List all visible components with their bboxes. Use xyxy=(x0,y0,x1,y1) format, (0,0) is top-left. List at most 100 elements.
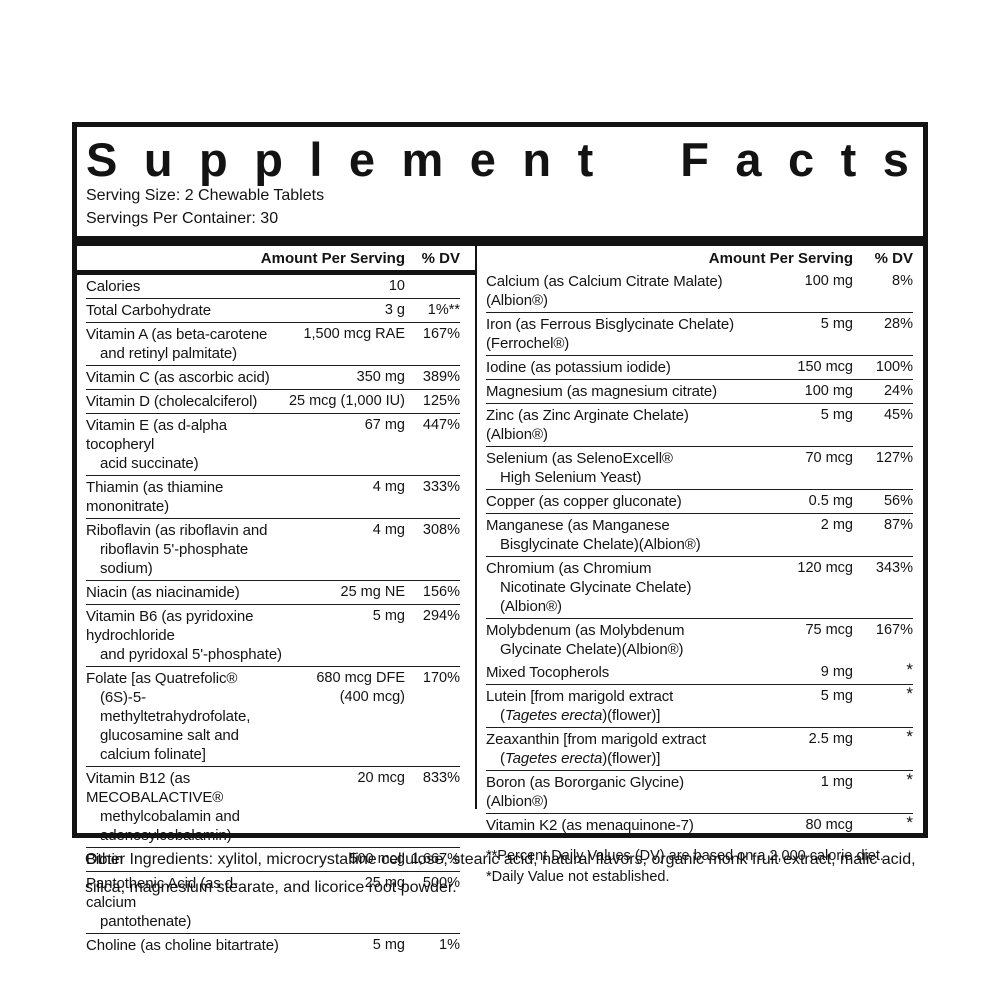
nutrient-row: Vitamin B12 (as MECOBALACTIVE® methylcoba… xyxy=(86,766,460,847)
nutrient-amount: 5 mg xyxy=(372,608,405,624)
nutrient-name: Choline (as choline bitartrate) xyxy=(86,937,279,954)
nutrient-amount: 5 mg xyxy=(372,937,405,953)
nutrient-dv: 24% xyxy=(883,383,913,399)
nutrient-dv: 333% xyxy=(422,479,460,495)
nutrient-amount: 680 mcg DFE (400 mcg) xyxy=(316,670,405,705)
nutrient-name: Iodine (as potassium iodide) xyxy=(486,359,671,376)
dv-header: % DV xyxy=(874,250,913,267)
nutrient-dv: * xyxy=(906,727,913,746)
nutrient-amount: 350 mg xyxy=(356,369,405,385)
amount-per-serving-header: Amount Per Serving xyxy=(708,250,853,267)
nutrient-amount: 25 mg NE xyxy=(340,584,405,600)
nutrient-dv: * xyxy=(906,660,913,679)
nutrient-row: Lutein [from marigold extract (Tagetes er… xyxy=(486,684,913,727)
nutrient-row: Magnesium (as magnesium citrate) 100 mg 24… xyxy=(486,379,913,403)
nutrient-amount: 120 mcg xyxy=(797,560,853,576)
nutrient-row: Vitamin D (cholecalciferol) 25 mcg (1,000… xyxy=(86,389,460,413)
nutrient-dv: 125% xyxy=(422,393,460,409)
nutrient-name: Biotin xyxy=(86,851,123,868)
nutrient-dv: 167% xyxy=(875,622,913,638)
right-rows-other-nutrients: Mixed Tocopherols 9 mg * Lutein [from marig… xyxy=(486,661,913,837)
nutrient-amount: 2.5 mg xyxy=(808,731,853,747)
nutrient-name: Zeaxanthin [from marigold extract (Tagete… xyxy=(486,731,707,767)
nutrient-row: Copper (as copper gluconate) 0.5 mg 56% xyxy=(486,489,913,513)
nutrient-amount: 9 mg xyxy=(820,664,853,680)
nutrient-row: Vitamin B6 (as pyridoxine hydrochloride a… xyxy=(86,604,460,666)
nutrient-dv: 1% xyxy=(439,937,460,953)
other-ingredients: Other Ingredients: xylitol, microcrystal… xyxy=(85,851,916,896)
nutrient-dv: 447% xyxy=(422,417,460,433)
nutrient-row: Zinc (as Zinc Arginate Chelate)(Albion®)… xyxy=(486,403,913,446)
nutrient-name: Zinc (as Zinc Arginate Chelate)(Albion®) xyxy=(486,407,689,443)
right-rows-minerals: Calcium (as Calcium Citrate Malate)(Albi… xyxy=(486,270,913,661)
nutrient-name: Total Carbohydrate xyxy=(86,302,211,319)
nutrient-row: Molybdenum (as Molybdenum Glycinate Chela… xyxy=(486,618,913,661)
nutrient-amount: 5 mg xyxy=(820,407,853,423)
nutrient-row: Total Carbohydrate 3 g 1%** xyxy=(86,298,460,322)
nutrient-name: Mixed Tocopherols xyxy=(486,664,610,681)
nutrient-dv: 127% xyxy=(875,450,913,466)
nutrient-amount: 500 mcg xyxy=(349,851,405,867)
nutrient-name: Vitamin E (as d-alpha tocopheryl acid suc… xyxy=(86,417,228,472)
nutrient-dv: 45% xyxy=(883,407,913,423)
nutrient-name: Vitamin K2 (as menaquinone-7) xyxy=(486,817,694,834)
left-rows: Calories 10 Total Carbohydrate 3 g 1%** Vitam… xyxy=(86,275,460,957)
nutrient-amount: 25 mcg (1,000 IU) xyxy=(288,393,405,409)
nutrient-amount: 4 mg xyxy=(372,479,405,495)
nutrient-dv: 28% xyxy=(883,316,913,332)
footnote-percent-dv: **Percent Daily Values (DV) are based on… xyxy=(486,848,884,864)
left-column: Amount Per Serving % DV Calories 10 Total … xyxy=(77,246,475,954)
nutrient-dv: 170% xyxy=(422,670,460,686)
servings-per-container-line: Servings Per Container: 30 xyxy=(86,210,279,227)
nutrient-dv: * xyxy=(906,813,913,832)
nutrient-amount: 3 g xyxy=(384,302,405,318)
nutrient-name: Lutein [from marigold extract (Tagetes er… xyxy=(486,688,674,724)
nutrient-row: Mixed Tocopherols 9 mg * xyxy=(486,661,913,684)
footnote-dv-not-established: *Daily Value not established. xyxy=(486,869,670,885)
nutrient-name: Vitamin D (cholecalciferol) xyxy=(86,393,258,410)
left-column-header: Amount Per Serving % DV xyxy=(86,246,460,270)
nutrient-name: Niacin (as niacinamide) xyxy=(86,584,240,601)
nutrient-amount: 80 mcg xyxy=(805,817,853,833)
column-divider xyxy=(475,246,477,809)
nutrient-name: Vitamin B12 (as MECOBALACTIVE® methylcoba… xyxy=(86,770,240,844)
right-column: Amount Per Serving % DV Calcium (as Calc… xyxy=(477,246,923,885)
nutrient-dv: 389% xyxy=(422,369,460,385)
nutrient-amount: 2 mg xyxy=(820,517,853,533)
nutrient-dv: 56% xyxy=(883,493,913,509)
nutrient-row: Choline (as choline bitartrate) 5 mg 1% xyxy=(86,933,460,957)
nutrient-dv: 156% xyxy=(422,584,460,600)
nutrient-dv: 308% xyxy=(422,522,460,538)
nutrient-row: Pantothenic Acid (as d-calcium pantothena… xyxy=(86,871,460,933)
nutrient-dv: 294% xyxy=(422,608,460,624)
nutrient-name: Calcium (as Calcium Citrate Malate)(Albi… xyxy=(486,273,723,309)
nutrient-amount: 100 mg xyxy=(804,383,853,399)
top-thick-bar xyxy=(77,236,923,246)
nutrient-row: Selenium (as SelenoExcell® High Selenium … xyxy=(486,446,913,489)
nutrient-row: Iron (as Ferrous Bisglycinate Chelate)(F… xyxy=(486,312,913,355)
nutrient-amount: 25 mg xyxy=(364,875,405,891)
header-bar xyxy=(77,270,475,275)
nutrient-name: Vitamin C (as ascorbic acid) xyxy=(86,369,270,386)
nutrient-name: Copper (as copper gluconate) xyxy=(486,493,682,510)
nutrient-name: Chromium (as Chromium Nicotinate Glycinat… xyxy=(486,560,692,615)
nutrient-row: Calories 10 xyxy=(86,275,460,298)
nutrient-dv: 1%** xyxy=(427,302,460,318)
columns-area: Amount Per Serving % DV Calories 10 Total … xyxy=(77,246,923,954)
nutrient-row: Chromium (as Chromium Nicotinate Glycinat… xyxy=(486,556,913,618)
nutrient-row: Boron (as Bororganic Glycine)(Albion®) 1 … xyxy=(486,770,913,813)
nutrient-row: Biotin 500 mcg 1,667% xyxy=(86,847,460,871)
nutrient-dv: 500% xyxy=(422,875,460,891)
nutrient-amount: 150 mcg xyxy=(797,359,853,375)
nutrient-amount: 5 mg xyxy=(820,316,853,332)
nutrient-dv: * xyxy=(906,770,913,789)
nutrient-dv: 100% xyxy=(875,359,913,375)
nutrient-row: Vitamin K2 (as menaquinone-7) 80 mcg * xyxy=(486,813,913,837)
nutrient-row: Thiamin (as thiamine mononitrate) 4 mg 333… xyxy=(86,475,460,518)
nutrient-amount: 0.5 mg xyxy=(808,493,853,509)
nutrient-dv: * xyxy=(906,684,913,703)
nutrient-name: Boron (as Bororganic Glycine)(Albion®) xyxy=(486,774,685,810)
